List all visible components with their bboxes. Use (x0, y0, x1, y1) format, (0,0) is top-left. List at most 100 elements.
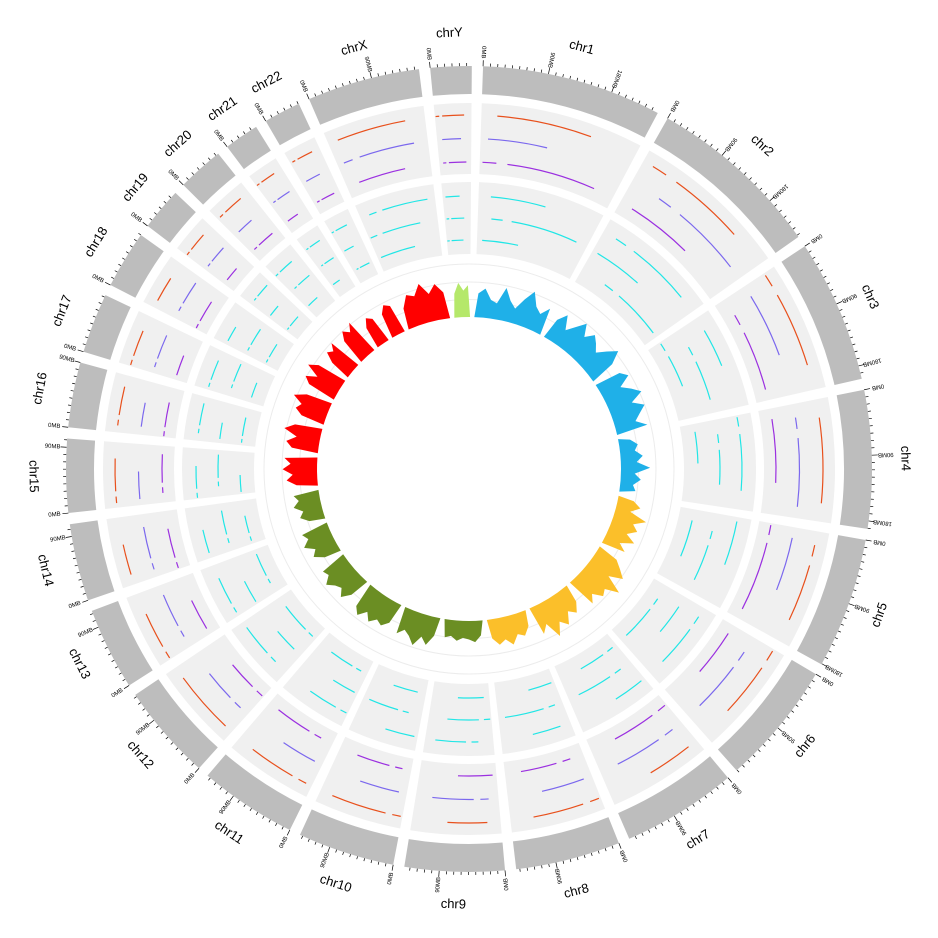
segment-chr21-4 (324, 257, 334, 265)
tick-chr1-9 (548, 67, 550, 74)
tick-chr11-1 (281, 826, 284, 830)
tick-chr6-16 (742, 764, 745, 768)
track-cyan-bg-chr2 (574, 219, 704, 346)
tick-label-chr16-0: 0MB (48, 423, 61, 430)
segment-chr12-1 (208, 673, 231, 699)
tick-chr6-6 (791, 710, 795, 713)
segment-chr9-2 (457, 774, 493, 777)
segment-dash-chr20-3 (275, 273, 279, 277)
area-chr14 (293, 489, 326, 522)
segment-chr3-4 (695, 361, 711, 400)
tick-chr8-2 (604, 848, 607, 852)
segment-chr19-3 (257, 284, 268, 297)
segment-chr8-4 (504, 708, 544, 719)
area-track (282, 282, 651, 645)
tick-chr17-1 (82, 343, 86, 346)
tick-chr15-0 (62, 512, 69, 515)
tick-chr6-9 (777, 727, 783, 733)
tick-label-chr11-0: 0MB (279, 836, 290, 850)
tick-chr5-7 (853, 589, 857, 592)
tick-chr12-1 (191, 763, 194, 766)
tick-chr1-19 (618, 91, 621, 95)
segment-dash-chr18-4 (247, 347, 250, 351)
chromosome-label-chr19: chr19 (119, 170, 151, 205)
segment-chrY-4 (451, 217, 465, 220)
tick-chr3-12 (844, 322, 848, 325)
tick-chr12-0 (194, 767, 200, 773)
ideogram-chr22 (265, 103, 311, 146)
tick-chr18-6 (129, 245, 133, 248)
tick-chrX-10 (377, 73, 379, 77)
segment-dash-chrX-1 (343, 159, 353, 164)
tick-chr13-9 (92, 626, 99, 630)
segment-dash-chr13-1 (180, 630, 185, 637)
area-chr12 (322, 554, 368, 598)
segment-dash-chr6-5 (653, 598, 659, 605)
tick-chr14-2 (80, 586, 84, 588)
tick-chr22-2 (276, 111, 279, 115)
segment-chr12-3 (246, 627, 268, 654)
tick-label-chr16-1: 90MB (58, 354, 75, 364)
track-outer-bg-chr5 (727, 520, 830, 647)
tick-chr6-17 (736, 769, 740, 773)
area-chr11 (356, 584, 402, 626)
tick-label-chr7-0: 0MB (731, 781, 744, 794)
tick-chr1-17 (604, 86, 607, 90)
ideogram-chr6 (717, 659, 816, 771)
segment-dash-chr8-0 (589, 797, 600, 803)
segment-dash-chr20-4 (294, 286, 298, 289)
tick-chr10-8 (335, 849, 337, 853)
tick-label-chr8-1: 90MB (555, 868, 564, 885)
tick-chr8-0 (618, 842, 622, 849)
tick-chr8-11 (541, 865, 543, 869)
track-cyan-bg-chr10 (348, 664, 429, 751)
segment-chr12-4 (277, 631, 295, 650)
tick-chr11-6 (249, 808, 252, 812)
tick-chr5-3 (861, 561, 865, 563)
tick-label-chr10-0: 0MB (387, 872, 395, 885)
tick-chr10-6 (349, 854, 351, 858)
segment-dash-chr21-1 (273, 200, 277, 204)
area-chr20 (342, 322, 375, 362)
tick-chrX-7 (356, 78, 358, 82)
tick-chr2-15 (754, 182, 758, 186)
tick-chr10-7 (342, 851, 344, 855)
tick-chr10-1 (385, 863, 387, 867)
segment-chr8-3 (532, 725, 561, 736)
chromosome-label-chr8: chr8 (562, 880, 590, 901)
tick-chr12-2 (186, 757, 189, 761)
tick-chrY-0 (429, 61, 431, 68)
tick-chr1-21 (631, 97, 634, 101)
tick-chr3-18 (858, 364, 865, 367)
tick-chr1-14 (583, 79, 586, 83)
tick-chr14-1 (82, 593, 86, 595)
tick-chr3-2 (812, 256, 816, 259)
segment-dash-chr14-5 (249, 536, 253, 541)
tick-chr14-3 (78, 579, 82, 581)
area-chr13 (302, 522, 341, 558)
segment-chr6-2 (699, 633, 729, 672)
tick-chr6-14 (752, 754, 756, 758)
tick-chr3-14 (849, 336, 854, 339)
segment-dash-chr3-5 (660, 343, 666, 352)
segment-dash-chr2-5 (604, 284, 614, 292)
segment-chr21-3 (309, 239, 321, 248)
segment-chr8-5 (528, 682, 552, 691)
tick-label-chr18-0: 0MB (91, 274, 105, 285)
tick-chr7-6 (692, 803, 695, 807)
segment-chr7-3 (615, 680, 642, 700)
ideogram-chr1 (482, 66, 658, 138)
segment-dash-chr4-4 (716, 434, 720, 443)
segment-chr16-3 (198, 403, 205, 426)
tick-chr3-15 (852, 343, 856, 346)
segment-dash-chr17-0 (130, 359, 133, 366)
tick-chr6-5 (795, 704, 799, 707)
tick-chr11-3 (268, 819, 271, 823)
segment-chr20-2 (258, 232, 273, 246)
tick-chr9-0 (504, 870, 506, 877)
ideogram-chr12 (135, 679, 218, 769)
ideogram-chr8 (512, 817, 619, 870)
segment-dash-chr19-0 (186, 251, 190, 256)
segment-chr7-2 (614, 714, 653, 740)
tick-chr1-16 (597, 84, 600, 88)
